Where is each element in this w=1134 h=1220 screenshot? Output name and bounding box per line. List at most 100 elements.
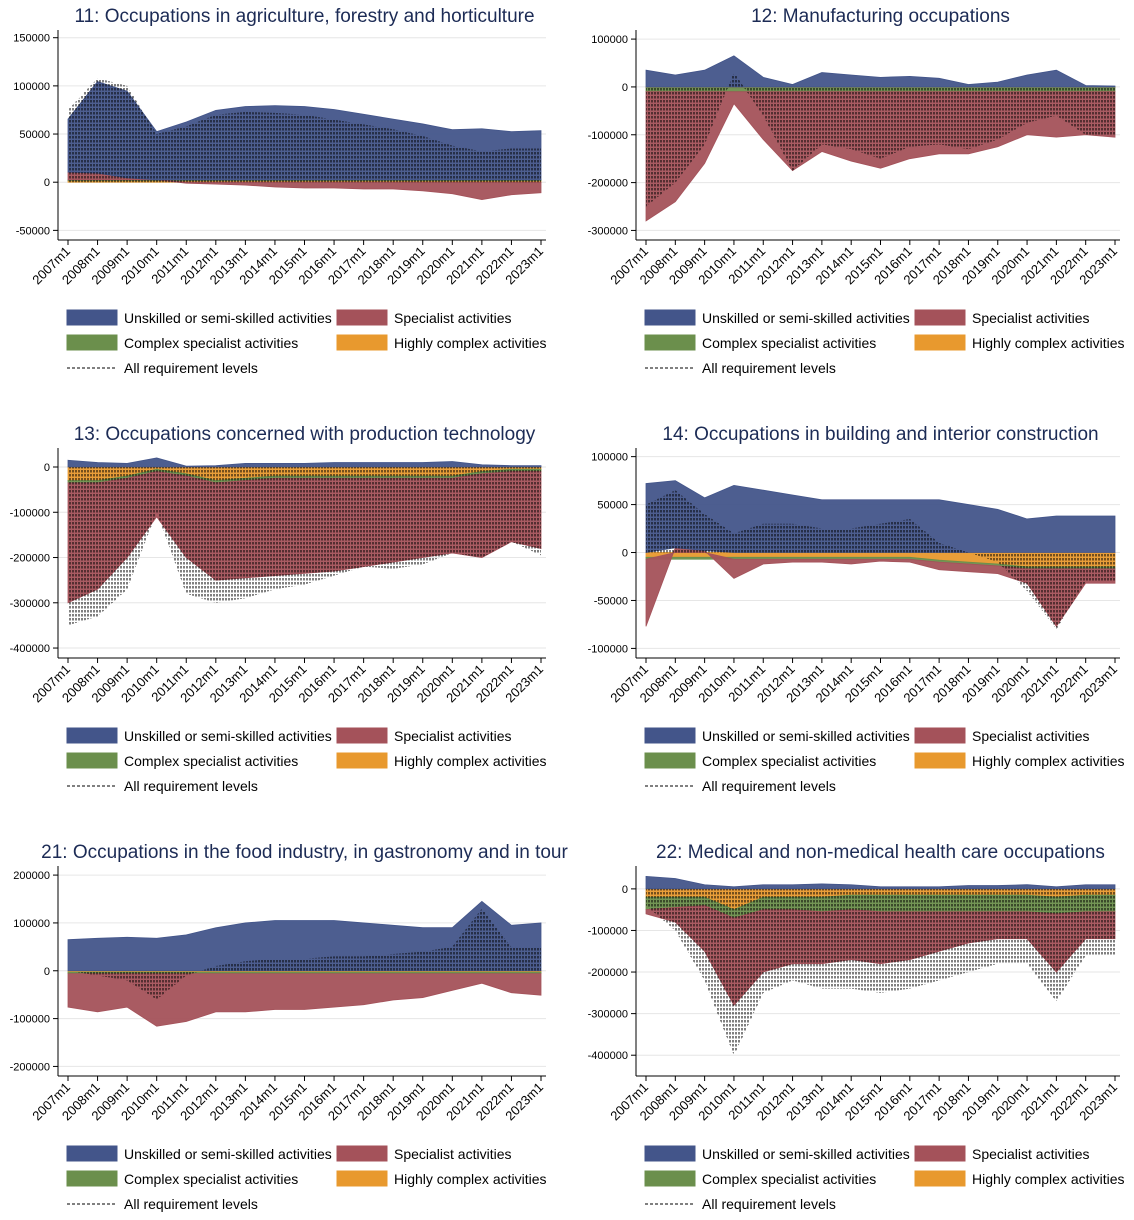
y-tick-label: -200000 [588,178,628,190]
legend-swatch [914,1170,966,1187]
legend-label: Complex specialist activities [702,1171,876,1187]
panel: 12: Manufacturing occupations -300000 -200… [588,6,1125,376]
y-tick-label: -200000 [10,1061,50,1073]
legend-swatch [914,752,966,769]
y-tick-label: -200000 [588,967,628,979]
legend-swatch [336,309,388,326]
y-tick-label: 0 [44,177,50,189]
legend-label: All requirement levels [124,360,258,376]
y-tick-label: -300000 [10,598,50,610]
chart-title: 21: Occupations in the food industry, in… [41,842,568,863]
legend-swatch [644,334,696,351]
y-tick-label: 0 [44,966,50,978]
legend-label: Specialist activities [394,310,512,326]
y-tick-label: -400000 [588,1050,628,1062]
total-hatch [68,467,541,626]
y-tick-label: -300000 [588,1009,628,1021]
legend-swatch [66,309,118,326]
legend-label: Unskilled or semi-skilled activities [124,310,332,326]
panel: 11: Occupations in agriculture, forestry… [13,6,546,376]
chart-title: 11: Occupations in agriculture, forestry… [74,6,534,27]
total-hatch [646,490,1115,630]
y-tick-label: 100000 [591,452,628,464]
legend-label: Highly complex activities [394,335,547,351]
legend-label: All requirement levels [124,778,258,794]
legend-label: Highly complex activities [972,1171,1125,1187]
legend-swatch [66,1170,118,1187]
legend-swatch [914,334,966,351]
legend-label: Highly complex activities [972,753,1125,769]
total-hatch [646,72,1115,207]
legend-label: Unskilled or semi-skilled activities [124,1146,332,1162]
legend-swatch [66,752,118,769]
legend-label: Complex specialist activities [124,1171,298,1187]
panel: 21: Occupations in the food industry, in… [10,842,569,1212]
legend-label: All requirement levels [702,1196,836,1212]
total-hatch [68,908,541,1000]
y-tick-label: 100000 [591,34,628,46]
y-tick-label: 200000 [13,870,50,882]
legend-label: Complex specialist activities [124,753,298,769]
legend-swatch [644,727,696,744]
area [645,55,1116,88]
y-tick-label: 0 [622,548,628,560]
y-tick-label: 0 [622,884,628,896]
legend-label: Specialist activities [394,1146,512,1162]
legend-swatch [336,1145,388,1162]
legend-label: Highly complex activities [972,335,1125,351]
y-tick-label: -100000 [588,130,628,142]
legend-swatch [336,752,388,769]
legend-swatch [336,334,388,351]
legend-label: All requirement levels [702,360,836,376]
legend-label: Complex specialist activities [702,335,876,351]
legend-swatch [914,727,966,744]
legend-label: Unskilled or semi-skilled activities [702,728,910,744]
legend-label: Specialist activities [394,728,512,744]
legend-label: Specialist activities [972,310,1090,326]
y-tick-label: -100000 [10,507,50,519]
legend-swatch [66,334,118,351]
chart-title: 13: Occupations concerned with productio… [74,424,536,445]
legend-label: Specialist activities [972,1146,1090,1162]
legend-swatch [336,727,388,744]
y-tick-label: 100000 [13,918,50,930]
legend-label: Unskilled or semi-skilled activities [702,1146,910,1162]
panel: 13: Occupations concerned with productio… [10,424,547,794]
y-tick-label: -300000 [588,225,628,237]
y-tick-label: -100000 [10,1014,50,1026]
legend-swatch [644,752,696,769]
legend-swatch [914,309,966,326]
legend-label: Unskilled or semi-skilled activities [124,728,332,744]
legend-swatch [66,727,118,744]
legend-label: All requirement levels [702,778,836,794]
y-tick-label: -100000 [588,643,628,655]
y-tick-label: 50000 [597,500,628,512]
total-hatch [68,78,541,183]
y-tick-label: -400000 [10,643,50,655]
legend-label: Specialist activities [972,728,1090,744]
legend-label: Unskilled or semi-skilled activities [702,310,910,326]
legend-swatch [336,1170,388,1187]
panel: 14: Occupations in building and interior… [588,424,1125,794]
y-tick-label: -100000 [588,925,628,937]
y-tick-label: 50000 [19,129,50,141]
legend-label: Highly complex activities [394,753,547,769]
legend-label: All requirement levels [124,1196,258,1212]
legend-label: Complex specialist activities [702,753,876,769]
legend-swatch [914,1145,966,1162]
legend-label: Highly complex activities [394,1171,547,1187]
chart-title: 12: Manufacturing occupations [751,6,1010,27]
y-tick-label: -50000 [594,595,628,607]
area [67,457,542,468]
y-tick-label: 150000 [13,33,50,45]
total-hatch [646,888,1115,1056]
panel: 22: Medical and non-medical health care … [588,842,1125,1212]
legend-swatch [644,309,696,326]
area [67,973,542,1027]
y-tick-label: -50000 [16,225,50,237]
legend-swatch [66,1145,118,1162]
chart-title: 14: Occupations in building and interior… [662,424,1098,445]
y-tick-label: 0 [44,462,50,474]
legend-swatch [644,1145,696,1162]
